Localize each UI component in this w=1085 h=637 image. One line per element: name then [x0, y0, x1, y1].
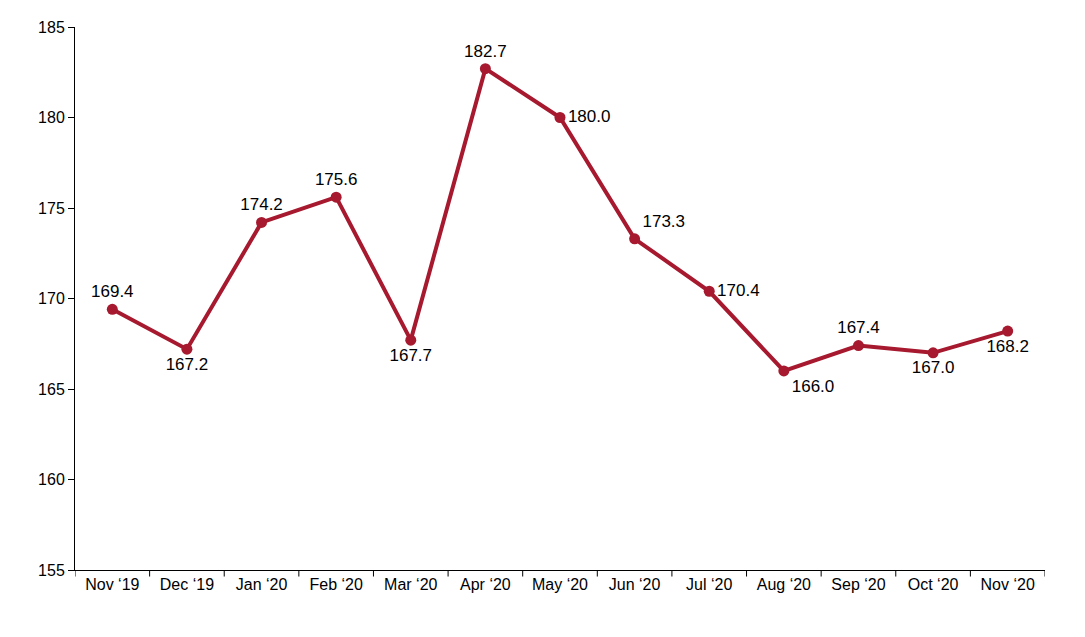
- svg-text:Apr ‘20: Apr ‘20: [460, 576, 511, 593]
- svg-text:Jul ‘20: Jul ‘20: [686, 576, 732, 593]
- svg-text:166.0: 166.0: [792, 377, 835, 396]
- svg-text:180: 180: [38, 109, 65, 126]
- svg-text:Dec ‘19: Dec ‘19: [160, 576, 214, 593]
- svg-text:Mar ‘20: Mar ‘20: [384, 576, 437, 593]
- svg-text:Feb ‘20: Feb ‘20: [309, 576, 362, 593]
- svg-text:185: 185: [38, 19, 65, 36]
- svg-text:167.2: 167.2: [166, 355, 209, 374]
- svg-text:Aug ‘20: Aug ‘20: [757, 576, 811, 593]
- svg-text:168.2: 168.2: [986, 337, 1029, 356]
- svg-text:175.6: 175.6: [315, 170, 358, 189]
- svg-text:180.0: 180.0: [568, 107, 611, 126]
- svg-text:167.7: 167.7: [389, 346, 432, 365]
- svg-text:175: 175: [38, 200, 65, 217]
- svg-text:167.0: 167.0: [912, 358, 955, 377]
- svg-text:155: 155: [38, 562, 65, 579]
- svg-text:Jan ‘20: Jan ‘20: [236, 576, 288, 593]
- svg-text:160: 160: [38, 471, 65, 488]
- svg-text:170.4: 170.4: [717, 281, 760, 300]
- svg-text:Oct ‘20: Oct ‘20: [908, 576, 959, 593]
- svg-text:Jun ‘20: Jun ‘20: [609, 576, 661, 593]
- svg-text:Nov ‘19: Nov ‘19: [85, 576, 139, 593]
- svg-text:169.4: 169.4: [91, 282, 134, 301]
- svg-text:173.3: 173.3: [642, 212, 685, 231]
- svg-text:167.4: 167.4: [837, 318, 880, 337]
- svg-text:Sep ‘20: Sep ‘20: [831, 576, 885, 593]
- svg-text:182.7: 182.7: [464, 42, 507, 61]
- svg-text:170: 170: [38, 290, 65, 307]
- svg-text:165: 165: [38, 381, 65, 398]
- svg-text:May ‘20: May ‘20: [532, 576, 588, 593]
- svg-text:174.2: 174.2: [240, 195, 283, 214]
- svg-text:Nov ‘20: Nov ‘20: [981, 576, 1035, 593]
